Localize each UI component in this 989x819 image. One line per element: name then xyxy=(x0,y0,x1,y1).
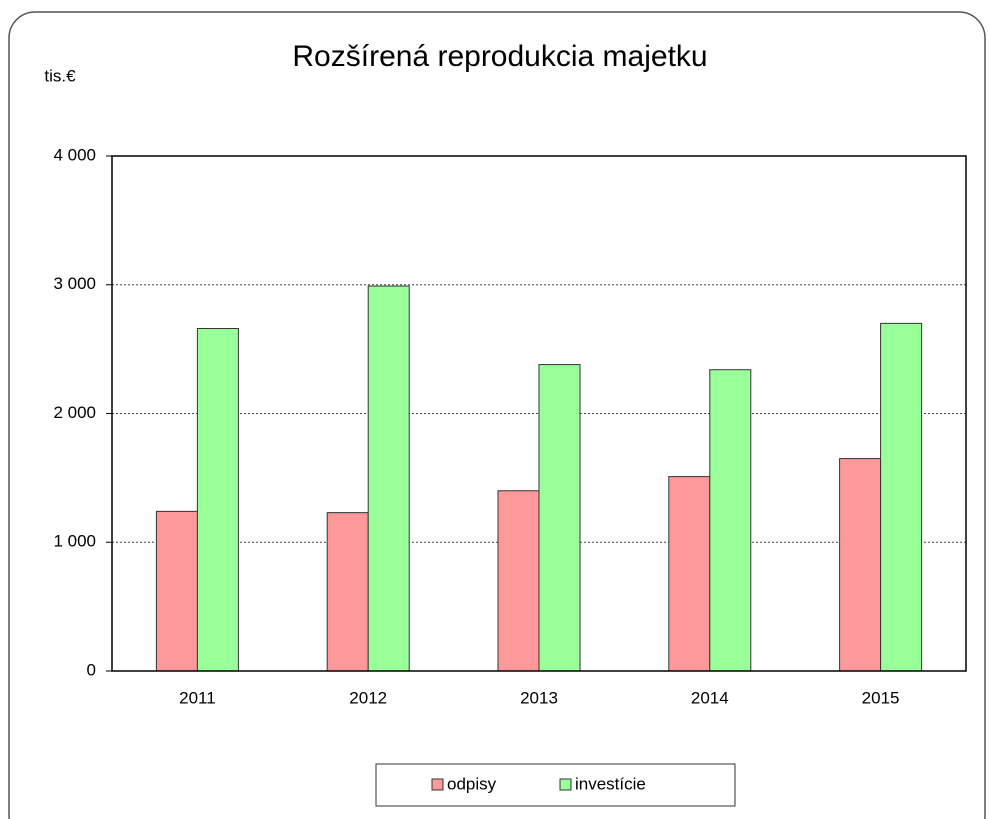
bar xyxy=(196,328,239,672)
bar xyxy=(839,458,882,672)
bar xyxy=(155,510,198,672)
bar xyxy=(326,512,369,672)
bar xyxy=(880,322,923,672)
bar xyxy=(367,285,410,672)
x-tick-label: 2014 xyxy=(691,688,729,707)
x-tick-label: 2011 xyxy=(179,688,216,707)
y-axis-label: tis.€ xyxy=(44,66,76,85)
x-tick-label: 2013 xyxy=(520,688,558,707)
y-tick-label: 0 xyxy=(87,660,96,679)
legend: odpisy investície xyxy=(375,763,736,807)
bar xyxy=(497,490,540,672)
y-tick-label: 3 000 xyxy=(53,274,96,293)
bar xyxy=(709,369,752,672)
legend-label: investície xyxy=(575,774,646,793)
chart-title: Rozšírená reprodukcia majetku xyxy=(292,40,707,73)
x-tick-label: 2012 xyxy=(349,688,387,707)
legend-box xyxy=(375,763,736,807)
bar xyxy=(538,364,581,672)
y-tick-label: 2 000 xyxy=(53,403,96,422)
legend-swatch xyxy=(559,778,572,791)
y-tick-label: 1 000 xyxy=(53,532,96,551)
y-tick-label: 4 000 xyxy=(53,145,96,164)
legend-swatch xyxy=(431,778,444,791)
plot-border xyxy=(111,155,967,672)
bar xyxy=(668,476,711,672)
x-tick-label: 2015 xyxy=(862,688,900,707)
legend-label: odpisy xyxy=(447,774,497,793)
